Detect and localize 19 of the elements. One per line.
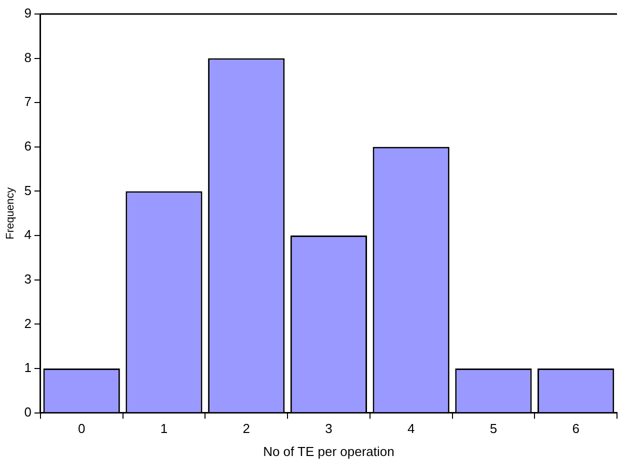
y-tick-label: 8 — [24, 50, 32, 65]
y-tick-label: 2 — [24, 316, 32, 331]
y-tick-label: 5 — [24, 182, 32, 198]
y-tick-label: 3 — [24, 271, 32, 286]
x-tick-label: 2 — [242, 421, 250, 436]
x-axis-title: No of TE per operation — [263, 444, 394, 459]
x-tick-label: 3 — [325, 421, 332, 436]
y-tick-label: 9 — [24, 6, 32, 21]
y-tick-label: 0 — [24, 404, 32, 420]
x-tick-label: 4 — [407, 421, 415, 436]
x-tick-label: 0 — [78, 421, 86, 436]
y-tick-label: 6 — [24, 138, 32, 154]
x-tick-label: 1 — [160, 421, 168, 436]
x-tick-label: 5 — [490, 421, 498, 436]
y-tick-label: 7 — [24, 94, 32, 110]
y-tick-label: 1 — [24, 360, 32, 376]
x-tick-label: 6 — [572, 421, 580, 436]
y-tick-label: 4 — [24, 227, 32, 242]
y-axis-title: Frequency — [4, 186, 17, 240]
